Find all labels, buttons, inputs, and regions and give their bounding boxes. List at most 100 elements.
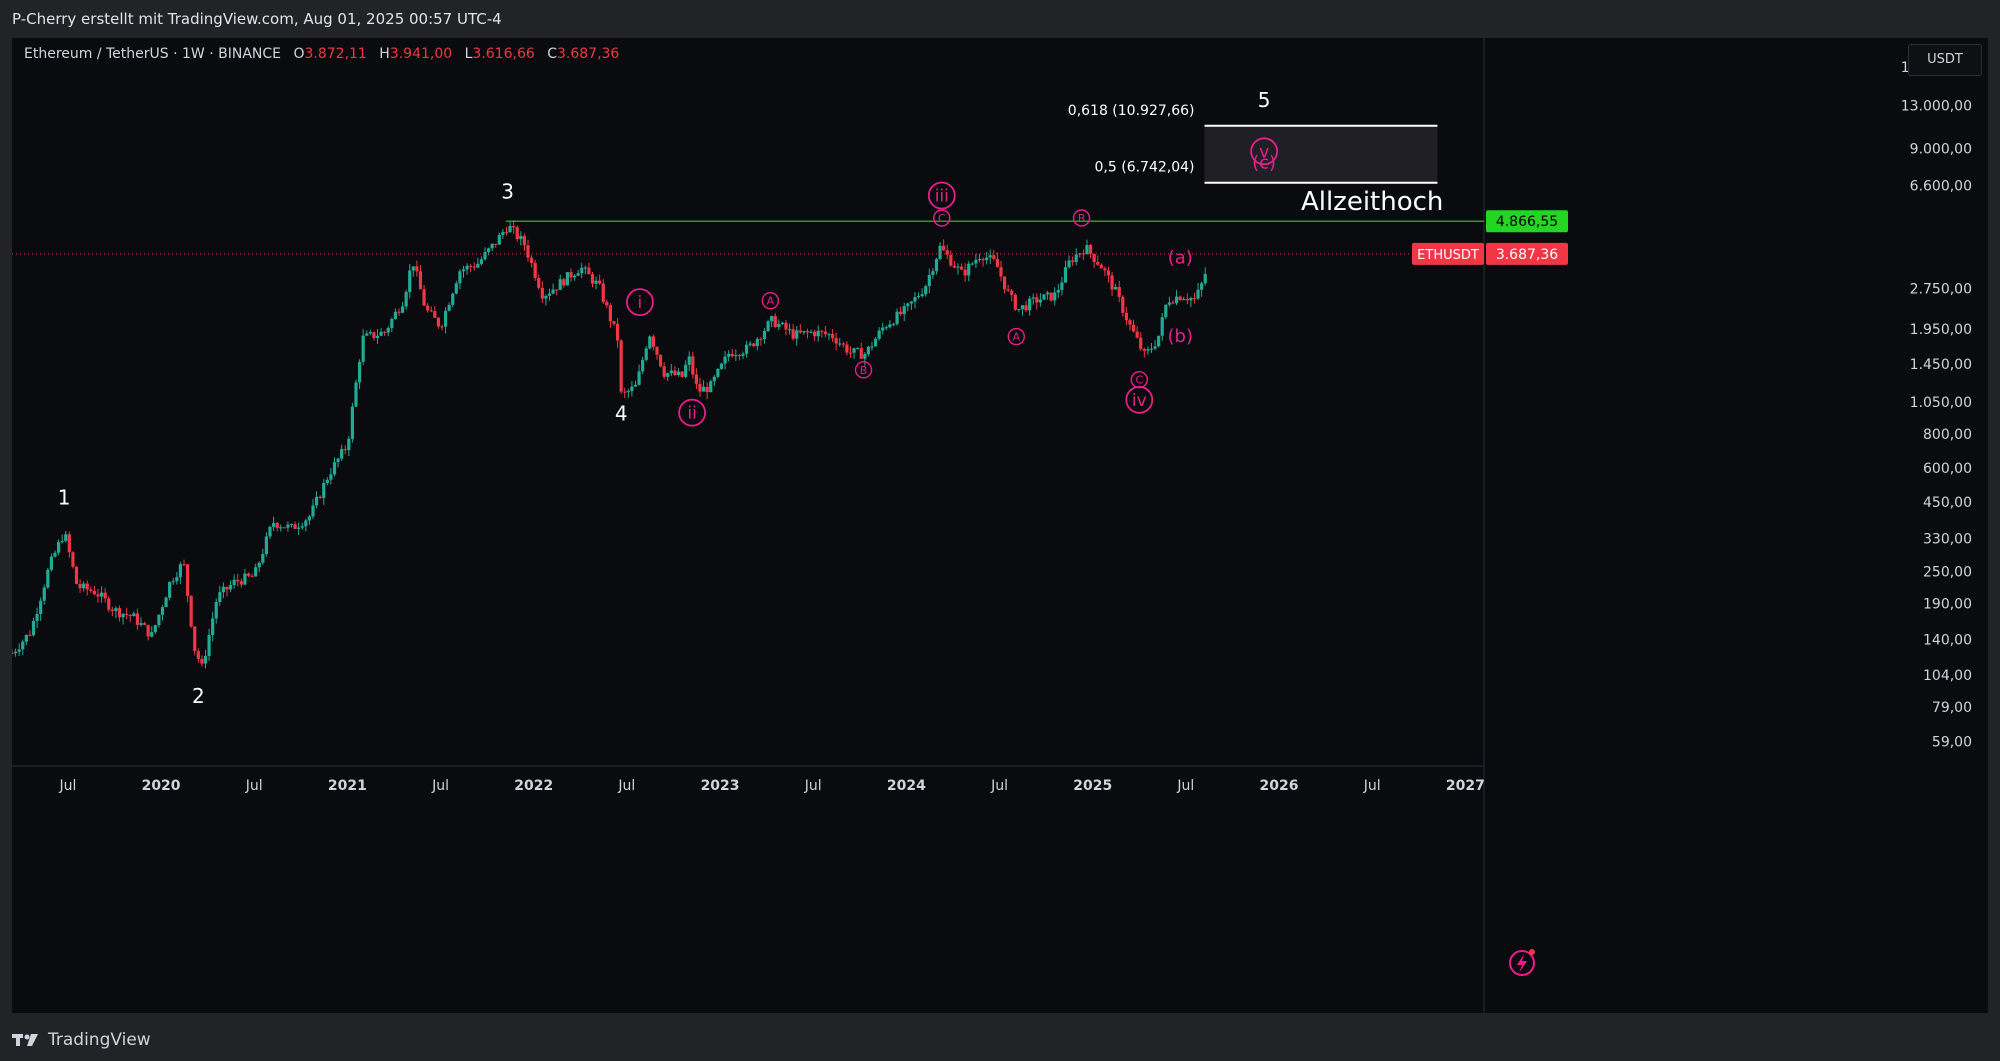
- candle-body: [1006, 289, 1010, 291]
- time-tick-label: 2027: [1446, 778, 1485, 794]
- candle-body: [56, 541, 61, 553]
- candle-body: [347, 438, 351, 451]
- candle-body: [336, 458, 340, 463]
- candle-body: [13, 651, 18, 654]
- wave-label-B: B: [1078, 212, 1086, 225]
- candle-body: [85, 583, 89, 590]
- candle-body: [1131, 324, 1136, 332]
- candle-body: [228, 585, 233, 590]
- wave-label-1: 1: [58, 486, 71, 510]
- candle-body: [856, 348, 860, 350]
- candle-body: [501, 232, 505, 235]
- candle-body: [282, 527, 286, 529]
- candle-body: [21, 641, 25, 650]
- fib-0618-label: 0,618 (10.927,66): [1068, 103, 1195, 119]
- candle-body: [117, 608, 122, 618]
- candle-body: [361, 335, 365, 362]
- candle-body: [1153, 346, 1157, 349]
- candle-body: [651, 336, 656, 347]
- wave-circle-C: [933, 209, 951, 227]
- candle-body: [655, 346, 659, 355]
- candle-body: [1106, 270, 1111, 276]
- lightning-icon-bolt: [1517, 954, 1527, 973]
- candle-body: [182, 564, 186, 566]
- candle-body: [92, 590, 97, 595]
- candle-body: [1035, 297, 1039, 303]
- target-zone: [1204, 125, 1438, 183]
- wave-circle-B: [854, 361, 873, 379]
- candle-body: [142, 623, 147, 625]
- candle-body: [307, 516, 312, 521]
- candle-body: [268, 526, 272, 537]
- candle-body: [737, 355, 742, 357]
- candle-body: [569, 272, 573, 278]
- candle-body: [379, 331, 383, 336]
- attribution-bar: P-Cherry erstellt mit TradingView.com, A…: [0, 0, 2000, 38]
- price-tick-label: 250,00: [1923, 564, 1972, 580]
- candle-body: [1200, 283, 1204, 290]
- candle-body: [458, 271, 462, 284]
- wave-label-(c): (c): [1252, 153, 1276, 174]
- wave-label-ii: ii: [687, 404, 696, 424]
- price-chart[interactable]: 0,618 (10.927,66) 0,5 (6.742,04) Allzeitho…: [12, 38, 1988, 1013]
- high-value: 3.941,00: [389, 46, 453, 62]
- candle-body: [408, 270, 412, 292]
- price-tick-label: 190,00: [1923, 597, 1972, 613]
- candle-body: [42, 587, 46, 601]
- price-tick-label: 1.450,00: [1910, 357, 1972, 373]
- candle-body: [494, 243, 498, 245]
- candle-body: [168, 581, 172, 598]
- candle-body: [762, 330, 767, 340]
- candle-body: [440, 326, 444, 328]
- candle-body: [404, 291, 408, 307]
- candle-body: [698, 383, 702, 392]
- candle-body: [329, 474, 333, 480]
- candle-body: [1045, 292, 1050, 295]
- candle-body: [46, 569, 50, 588]
- candle-body: [1189, 298, 1193, 301]
- candle-body: [916, 296, 921, 298]
- candle-body: [870, 346, 874, 348]
- candle-body: [533, 262, 537, 279]
- chart-panel[interactable]: 0,618 (10.927,66) 0,5 (6.742,04) Allzeitho…: [12, 38, 1988, 1013]
- candle-body: [626, 391, 630, 393]
- candle-body: [415, 266, 419, 272]
- candle-body: [422, 289, 426, 306]
- candle-body: [1139, 337, 1143, 350]
- candle-body: [207, 634, 211, 657]
- wave-label-C: C: [1135, 374, 1143, 387]
- candle-body: [314, 496, 319, 506]
- candle-body: [967, 263, 971, 276]
- time-tick-label: Jul: [990, 778, 1008, 794]
- candle-body: [275, 523, 279, 528]
- candle-body: [1049, 292, 1053, 301]
- candle-body: [1124, 312, 1128, 321]
- candle-body: [619, 340, 623, 392]
- candle-body: [547, 293, 552, 296]
- candle-body: [909, 301, 913, 304]
- candle-body: [802, 331, 806, 333]
- wave-circle-A: [1007, 327, 1026, 346]
- wave-label-iii: iii: [935, 187, 949, 207]
- candle-body: [676, 371, 681, 375]
- candle-body: [712, 376, 716, 382]
- candle-body: [1060, 282, 1064, 290]
- candle-body: [770, 316, 774, 322]
- low-value: 3.616,66: [472, 46, 535, 62]
- wave-label-3: 3: [501, 179, 514, 203]
- close-value: 3.687,36: [557, 46, 620, 62]
- candle-body: [1135, 331, 1139, 338]
- price-tick-label: 330,00: [1923, 532, 1972, 548]
- candle-body: [225, 586, 229, 590]
- ath-text: Allzeithoch: [1301, 187, 1443, 217]
- candle-body: [666, 373, 670, 377]
- candle-body: [558, 279, 562, 290]
- price-tick-label: 9.000,00: [1910, 142, 1972, 158]
- candle-body: [1024, 305, 1028, 311]
- lightning-icon: [1509, 949, 1535, 976]
- candle-body: [945, 250, 949, 255]
- candle-body: [995, 258, 999, 268]
- candle-body: [658, 354, 663, 367]
- candle-body: [1167, 302, 1171, 305]
- currency-selector[interactable]: USDT: [1908, 44, 1982, 76]
